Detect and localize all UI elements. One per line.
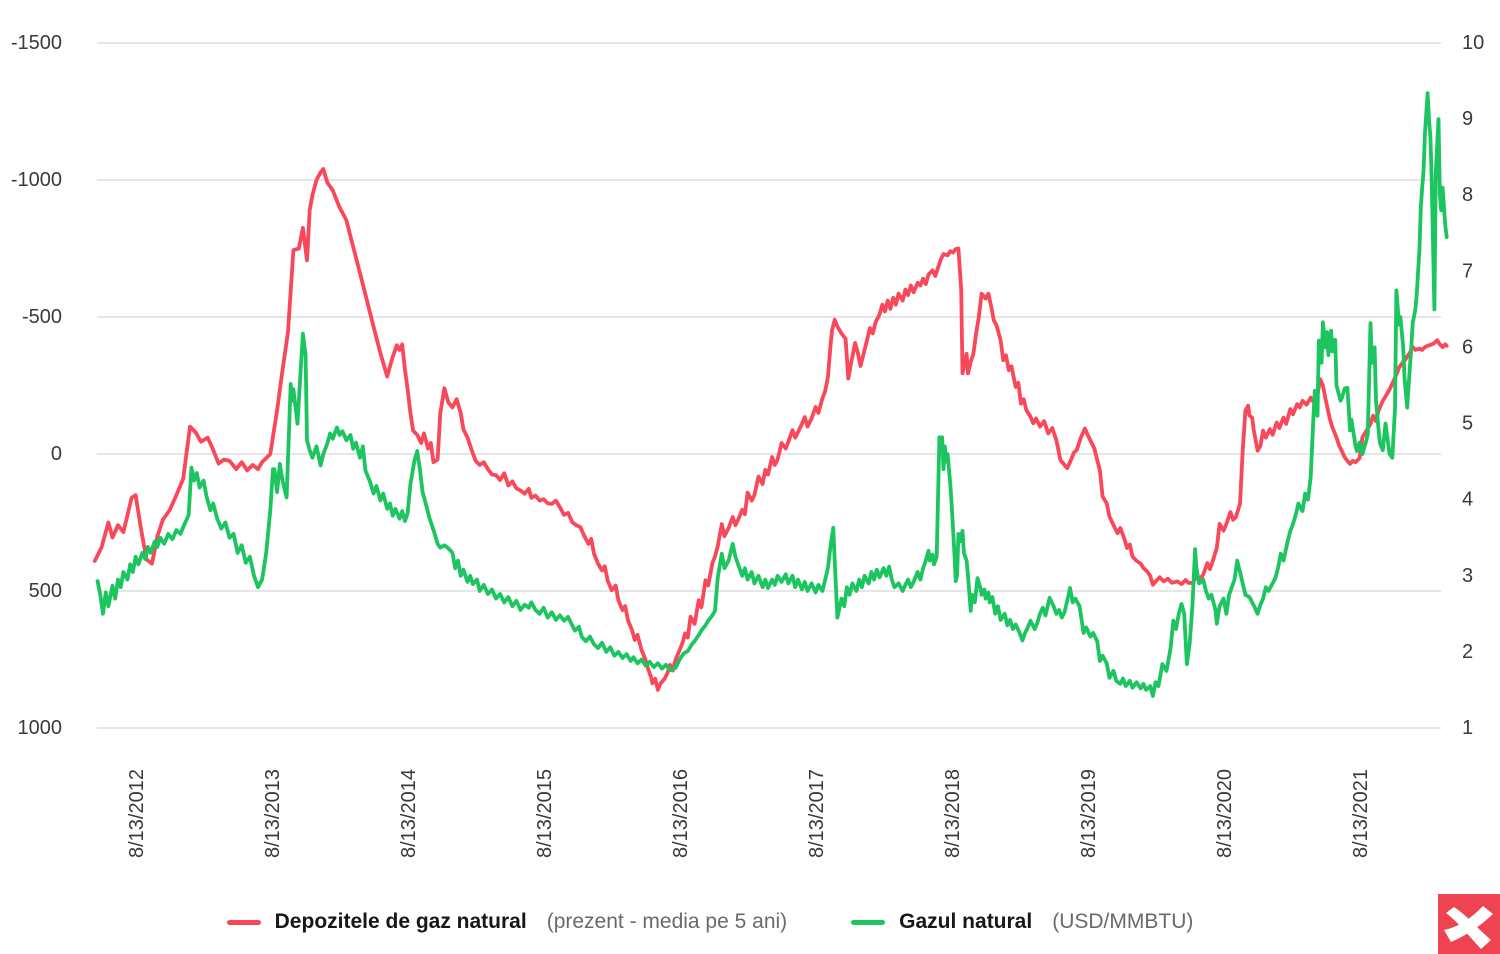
legend-item-gaz[interactable]: Gazul natural (USD/MMBTU) xyxy=(851,910,1193,934)
y-axis-label-right: 4 xyxy=(1462,489,1473,511)
x-axis-label: 8/13/2017 xyxy=(806,769,828,858)
y-axis-label-right: 7 xyxy=(1462,260,1473,282)
red-line-swatch xyxy=(226,919,261,925)
legend-item-depozite[interactable]: Depozitele de gaz natural (prezent - medi… xyxy=(226,910,788,934)
legend-label: Gazul natural xyxy=(899,910,1033,933)
y-axis-label-right: 1 xyxy=(1462,717,1473,739)
x-axis-label: 8/13/2015 xyxy=(534,769,556,858)
x-axis-label: 8/13/2019 xyxy=(1078,769,1100,858)
x-axis-label: 8/13/2016 xyxy=(670,769,692,858)
green-line-swatch xyxy=(851,919,886,925)
y-axis-label-right: 10 xyxy=(1462,32,1484,54)
y-axis-label-left: -1500 xyxy=(11,32,62,54)
y-axis-label-left: 1000 xyxy=(18,717,63,739)
series-line-depozite xyxy=(92,167,1449,692)
y-axis-label-right: 5 xyxy=(1462,413,1473,435)
y-axis-label-left: 500 xyxy=(29,580,62,602)
x-axis-label: 8/13/2012 xyxy=(126,769,148,858)
y-axis-label-right: 2 xyxy=(1462,641,1473,663)
y-axis-label-left: -1000 xyxy=(11,169,62,191)
y-axis-label-right: 6 xyxy=(1462,336,1473,358)
x-axis-label: 8/13/2014 xyxy=(398,769,420,858)
y-axis-label-left: 0 xyxy=(51,443,62,465)
y-axis-label-left: -500 xyxy=(22,306,62,328)
x-axis-label: 8/13/2013 xyxy=(262,769,284,858)
legend: Depozitele de gaz natural (prezent - medi… xyxy=(0,897,1420,947)
y-axis-label-right: 8 xyxy=(1462,184,1473,206)
x-axis-label: 8/13/2021 xyxy=(1350,769,1372,858)
series-line-gaz xyxy=(95,91,1449,698)
y-axis-label-right: 3 xyxy=(1462,565,1473,587)
xtb-logo xyxy=(1438,894,1500,954)
legend-suffix: (USD/MMBTU) xyxy=(1052,910,1194,933)
legend-label: Depozitele de gaz natural xyxy=(274,910,527,933)
x-axis-label: 8/13/2018 xyxy=(942,769,964,858)
legend-suffix: (prezent - media pe 5 ani) xyxy=(546,910,788,933)
x-axis-label: 8/13/2020 xyxy=(1214,769,1236,858)
y-axis-label-right: 9 xyxy=(1462,108,1473,130)
